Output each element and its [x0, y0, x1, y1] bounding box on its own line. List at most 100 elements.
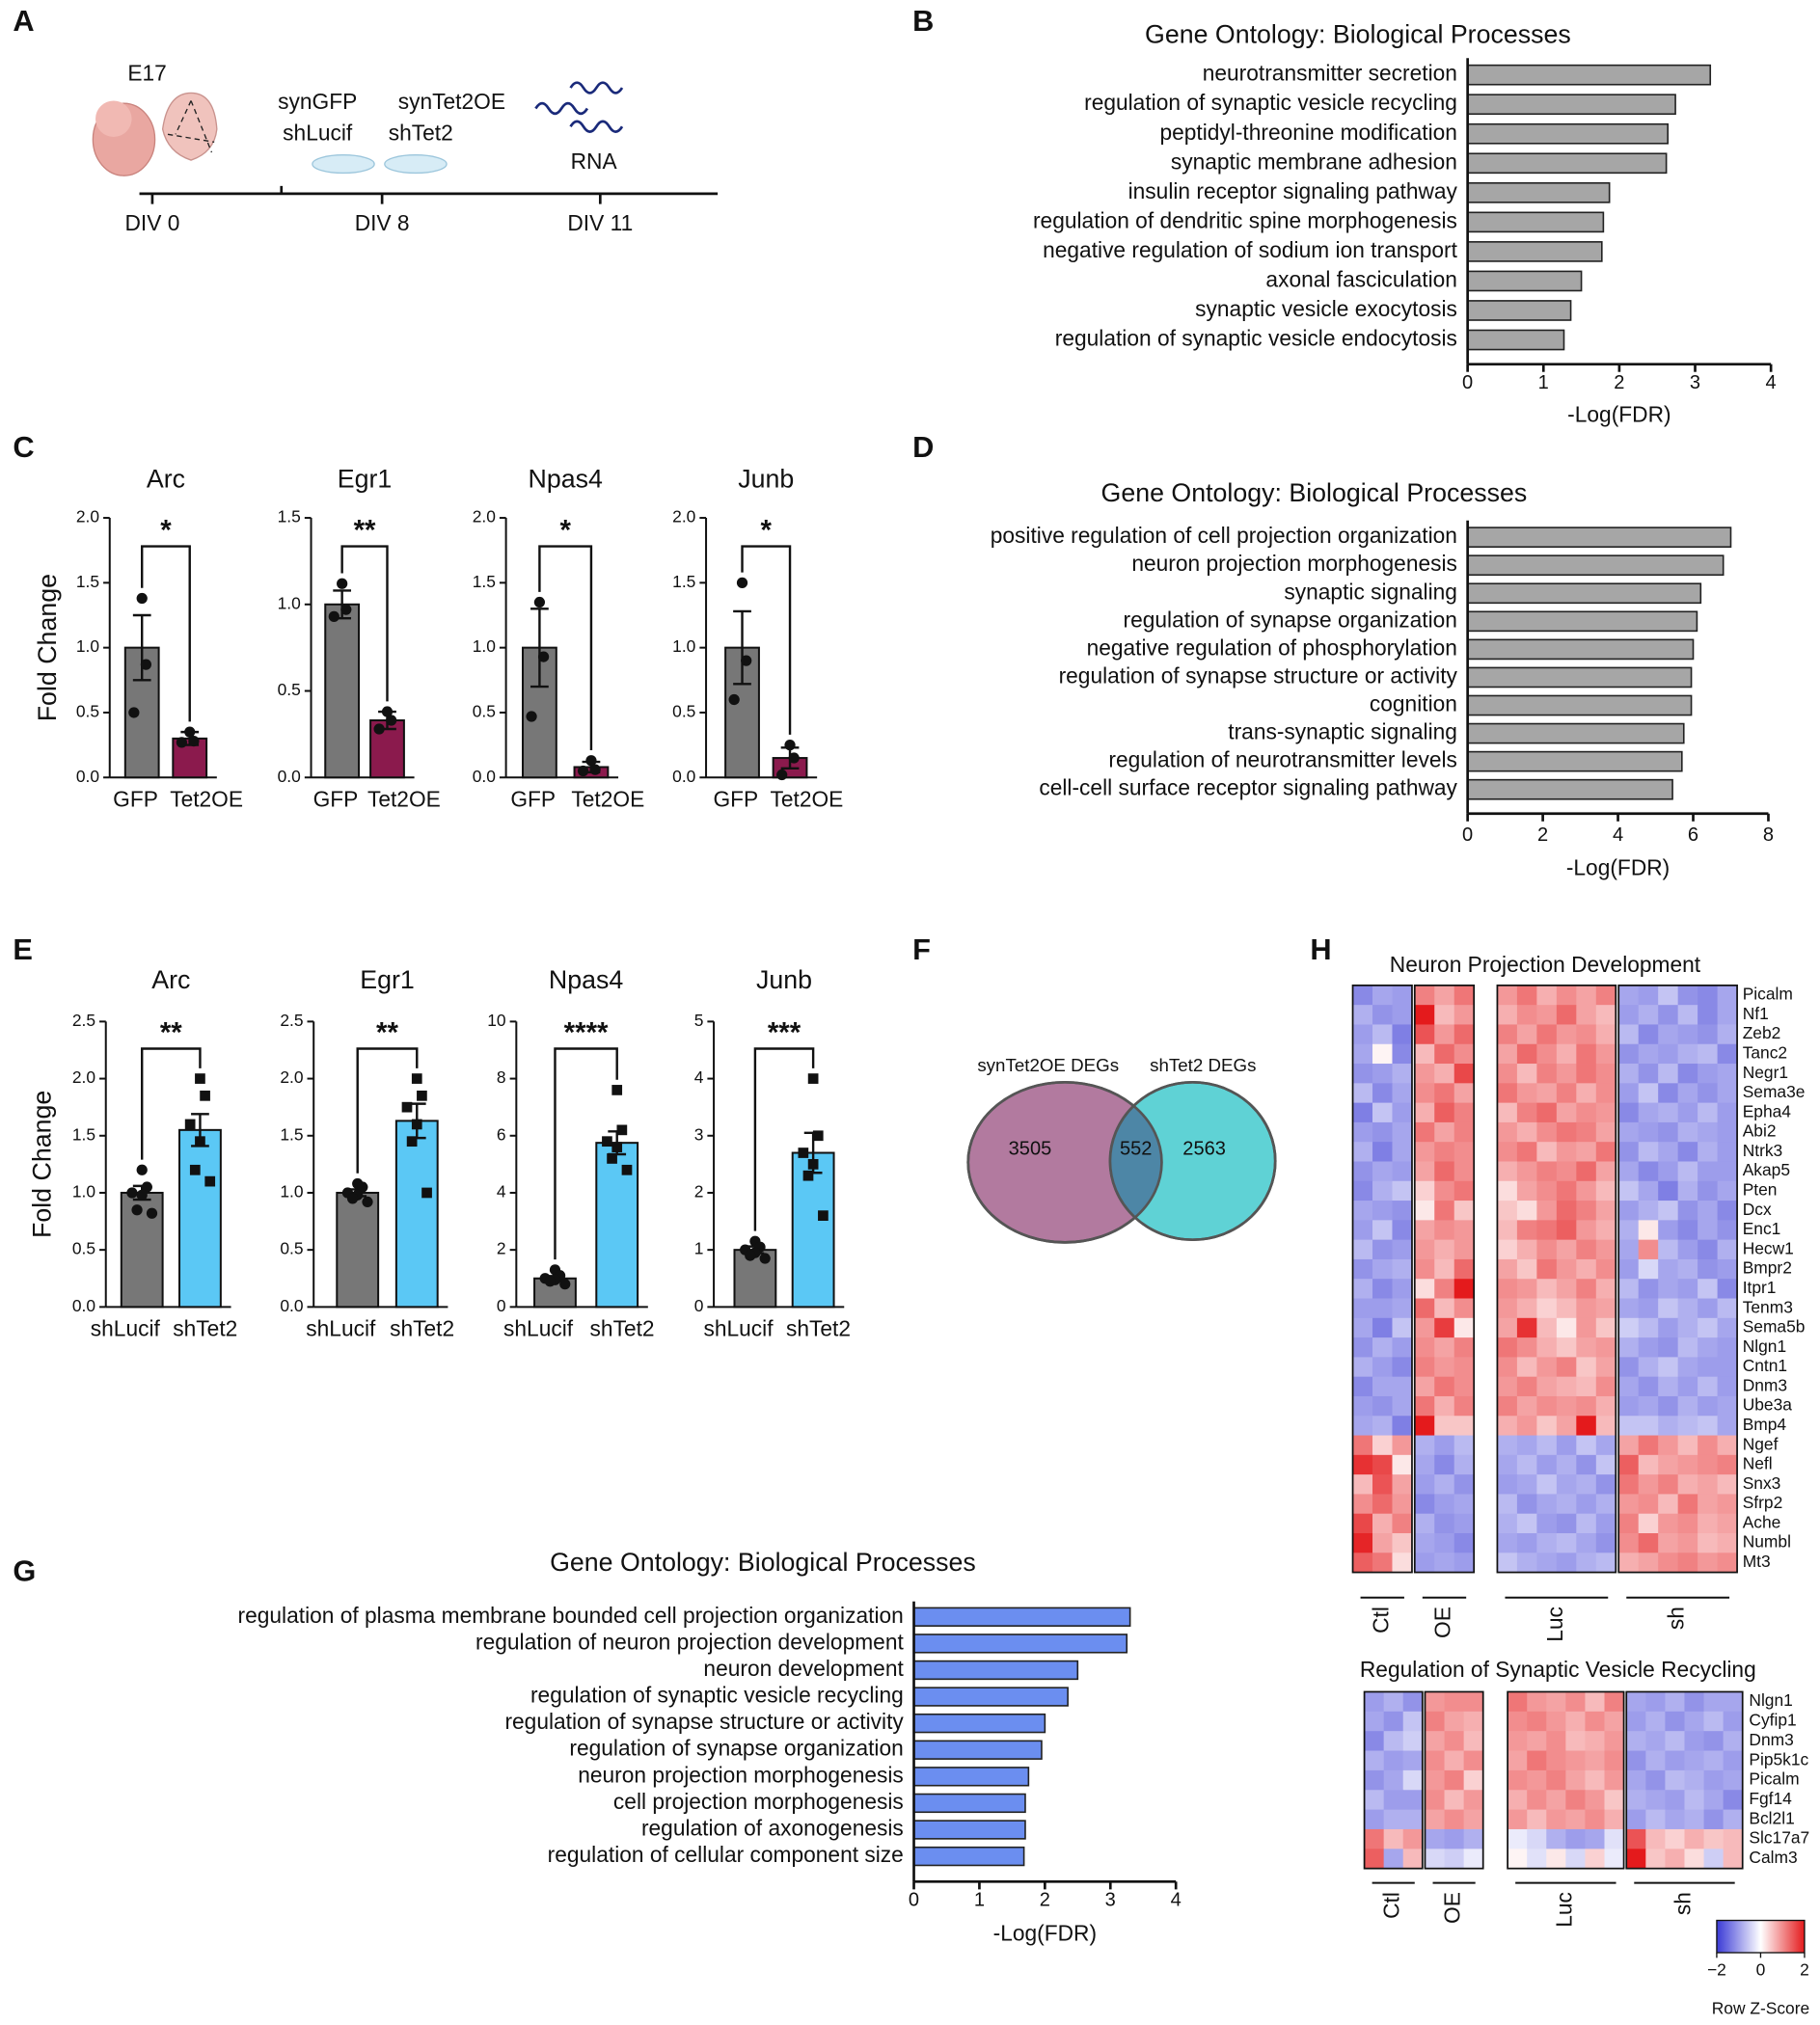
heatmap-cell — [1677, 1474, 1698, 1495]
heatmap-cell — [1658, 1279, 1679, 1299]
heatmap-cell — [1556, 1337, 1577, 1358]
data-point — [741, 655, 752, 666]
data-point — [784, 739, 796, 751]
heatmap-cell — [1414, 1083, 1435, 1104]
heatmap-cell — [1658, 1121, 1679, 1143]
data-point — [589, 764, 601, 775]
category-label: regulation of synaptic vesicle recycling — [530, 1683, 904, 1708]
heatmap-cell — [1516, 1513, 1537, 1534]
treatment-label: synGFP — [278, 89, 357, 114]
heatmap-cell — [1677, 1435, 1698, 1456]
heatmap-cell — [1372, 1180, 1393, 1202]
heatmap-cell — [1698, 1395, 1719, 1417]
heatmap-cell — [1516, 1279, 1537, 1299]
heatmap-cell — [1576, 1454, 1597, 1475]
heatmap-cell — [1444, 1809, 1465, 1830]
bar — [1466, 152, 1668, 175]
group-label: Luc — [1551, 1892, 1576, 1928]
x-tick-label: 4 — [1766, 372, 1777, 393]
heatmap-cell — [1626, 1711, 1646, 1732]
heatmap-cell — [1626, 1849, 1646, 1870]
heatmap-cell — [1497, 1024, 1518, 1045]
heatmap-cell — [1723, 1790, 1744, 1811]
heatmap-cell — [1677, 1220, 1698, 1241]
heatmap-cell — [1497, 1337, 1518, 1358]
heatmap-cell — [1372, 1279, 1393, 1299]
heatmap-cell — [1527, 1750, 1547, 1771]
heatmap-cell — [1618, 1337, 1640, 1358]
heatmap-cell — [1618, 1064, 1640, 1084]
heatmap-cell — [1698, 1357, 1719, 1378]
heatmap-cell — [1556, 1357, 1577, 1378]
y-tick-label: 1.0 — [72, 1182, 95, 1202]
category-label: axonal fasciculation — [1265, 266, 1456, 291]
heatmap-cell — [1698, 1532, 1719, 1553]
heatmap-cell — [1453, 1161, 1475, 1182]
heatmap-cell — [1658, 1494, 1679, 1515]
row-label: Cntn1 — [1743, 1356, 1787, 1375]
data-point — [745, 1250, 756, 1261]
heatmap-cell — [1402, 1790, 1424, 1811]
heatmap-cell — [1698, 1513, 1719, 1534]
heatmap-cell — [1392, 1161, 1413, 1182]
heatmap-cell — [1434, 1357, 1455, 1378]
data-point — [788, 752, 800, 764]
x-tick-label: 2 — [1537, 824, 1548, 846]
bar — [912, 1793, 1026, 1814]
heatmap-cell — [1516, 1376, 1537, 1397]
heatmap-cell — [1717, 1474, 1738, 1495]
panel-label: D — [912, 430, 934, 464]
heatmap-cell — [1508, 1691, 1528, 1713]
chart-title: Junb — [738, 464, 794, 493]
bar — [336, 1191, 380, 1309]
heatmap-cell — [1414, 1494, 1435, 1515]
heatmap-cell — [1638, 1102, 1659, 1123]
heatmap-cell — [1684, 1750, 1704, 1771]
heatmap-cell — [1364, 1769, 1385, 1791]
heatmap-cell — [1618, 1494, 1640, 1515]
heatmap-cell — [1527, 1769, 1547, 1791]
heatmap-cell — [1414, 1064, 1435, 1084]
row-label: Dnm3 — [1743, 1375, 1787, 1394]
heatmap-cell — [1556, 1494, 1577, 1515]
heatmap-cell — [1516, 1043, 1537, 1065]
heatmap-cell — [1576, 1083, 1597, 1104]
heatmap-cell — [1684, 1711, 1704, 1732]
heatmap-cell — [1392, 985, 1413, 1006]
significance-bracket — [141, 545, 191, 722]
heatmap-cell — [1414, 1298, 1435, 1319]
heatmap-cell — [1392, 1220, 1413, 1241]
heatmap-cell — [1352, 985, 1373, 1006]
heatmap-cell — [1372, 1043, 1393, 1065]
block-outline — [1507, 1690, 1625, 1870]
x-axis-label: -Log(FDR) — [993, 1920, 1097, 1945]
heatmap-cell — [1595, 1005, 1616, 1025]
y-tick-label: 1.5 — [473, 572, 496, 591]
heatmap-cell — [1352, 1142, 1373, 1162]
heatmap-cell — [1618, 1376, 1640, 1397]
heatmap-cell — [1576, 1142, 1597, 1162]
treatment-label: synTet2OE — [398, 89, 505, 114]
heatmap-cell — [1698, 1552, 1719, 1573]
y-tick-label: 4 — [694, 1067, 704, 1087]
group-label: sh — [1664, 1606, 1689, 1630]
data-point — [136, 1189, 148, 1201]
heatmap-cell — [1392, 1279, 1413, 1299]
heatmap-cell — [1497, 1161, 1518, 1182]
error-bar — [530, 608, 549, 688]
data-point — [812, 1130, 824, 1142]
treatment-label: shTet2 — [389, 120, 453, 145]
heatmap-cell — [1618, 1513, 1640, 1534]
x-tick-label: 3 — [1105, 1890, 1116, 1911]
heatmap-cell — [1352, 1279, 1373, 1299]
bar — [178, 1128, 222, 1309]
chart-title: Arc — [151, 965, 190, 994]
heatmap-cell — [1618, 1317, 1640, 1338]
y-tick-label: 0 — [497, 1296, 506, 1315]
category-label: GFP — [510, 786, 556, 811]
heatmap-cell — [1698, 1258, 1719, 1280]
category-label: regulation of cellular component size — [548, 1842, 904, 1867]
heatmap-cell — [1425, 1750, 1445, 1771]
heatmap-cell — [1618, 1239, 1640, 1260]
heatmap-cell — [1698, 1416, 1719, 1436]
